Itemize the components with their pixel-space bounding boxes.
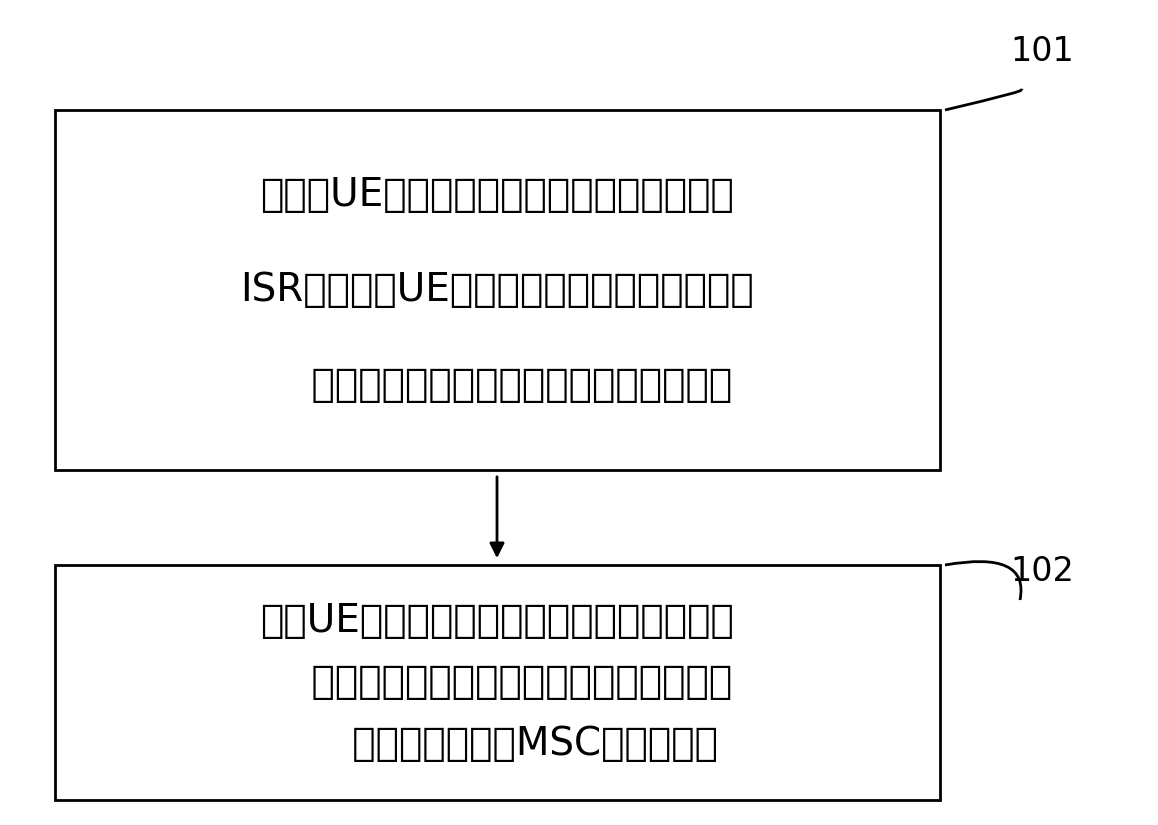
- Text: 如果UE移动到保存的第一网络的位置区信息: 如果UE移动到保存的第一网络的位置区信息: [261, 601, 734, 639]
- Text: 之外，则触发到MSC的更新流程: 之外，则触发到MSC的更新流程: [278, 725, 718, 763]
- Text: 101: 101: [1010, 35, 1073, 68]
- Text: ISR激活，则UE保存第二网络的位置区信息，: ISR激活，则UE保存第二网络的位置区信息，: [241, 271, 754, 309]
- Text: 当空闲UE从第一网络接入第二网络时，如果: 当空闲UE从第一网络接入第二网络时，如果: [261, 177, 734, 214]
- Text: 和第二网络的位置区信息对应的位置区域: 和第二网络的位置区信息对应的位置区域: [263, 663, 733, 701]
- Text: 并保留之前保存的第一网络的位置区信息: 并保留之前保存的第一网络的位置区信息: [263, 365, 733, 403]
- Text: 102: 102: [1010, 555, 1073, 588]
- Bar: [54, 565, 940, 800]
- Bar: [54, 110, 940, 470]
